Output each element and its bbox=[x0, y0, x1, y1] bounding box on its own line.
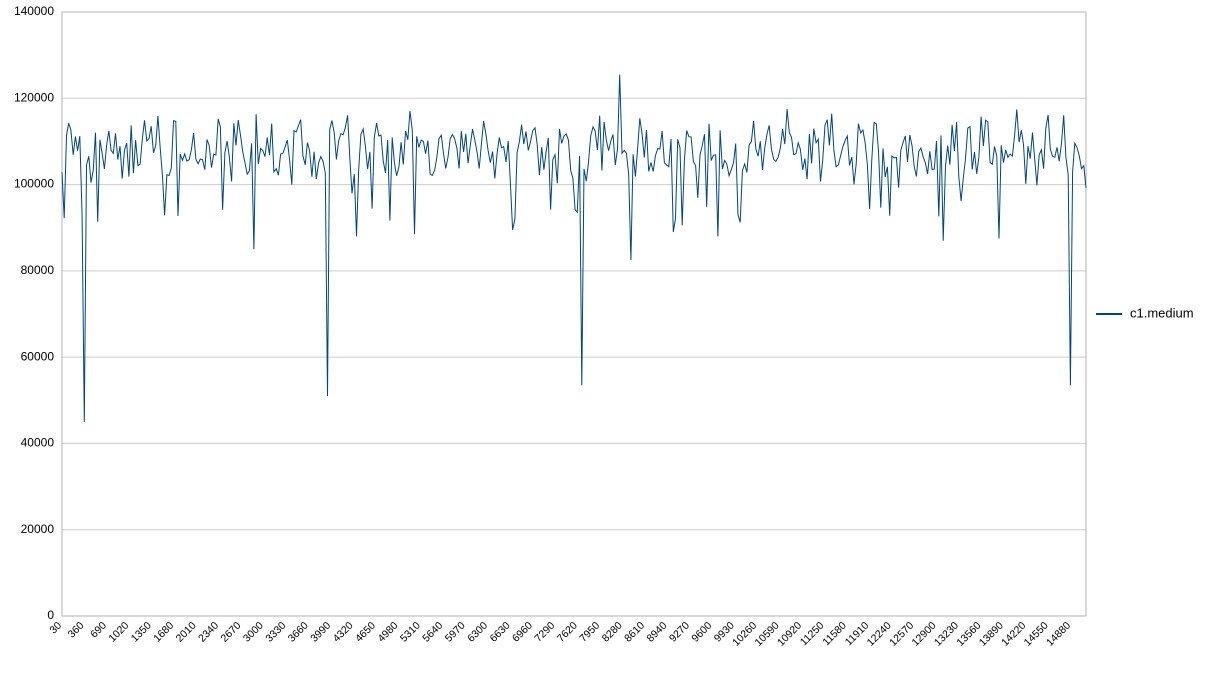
line-chart: 0200004000060000800001000001200001400003… bbox=[0, 0, 1220, 686]
y-tick-label: 40000 bbox=[21, 436, 55, 450]
y-tick-label: 140000 bbox=[14, 4, 54, 18]
y-tick-label: 20000 bbox=[21, 522, 55, 536]
y-tick-label: 120000 bbox=[14, 90, 54, 104]
y-tick-label: 0 bbox=[47, 608, 54, 622]
y-tick-label: 100000 bbox=[14, 177, 54, 191]
y-tick-label: 80000 bbox=[21, 263, 55, 277]
y-tick-label: 60000 bbox=[21, 349, 55, 363]
legend-label: c1.medium bbox=[1130, 305, 1194, 320]
chart-svg: 0200004000060000800001000001200001400003… bbox=[0, 0, 1220, 686]
